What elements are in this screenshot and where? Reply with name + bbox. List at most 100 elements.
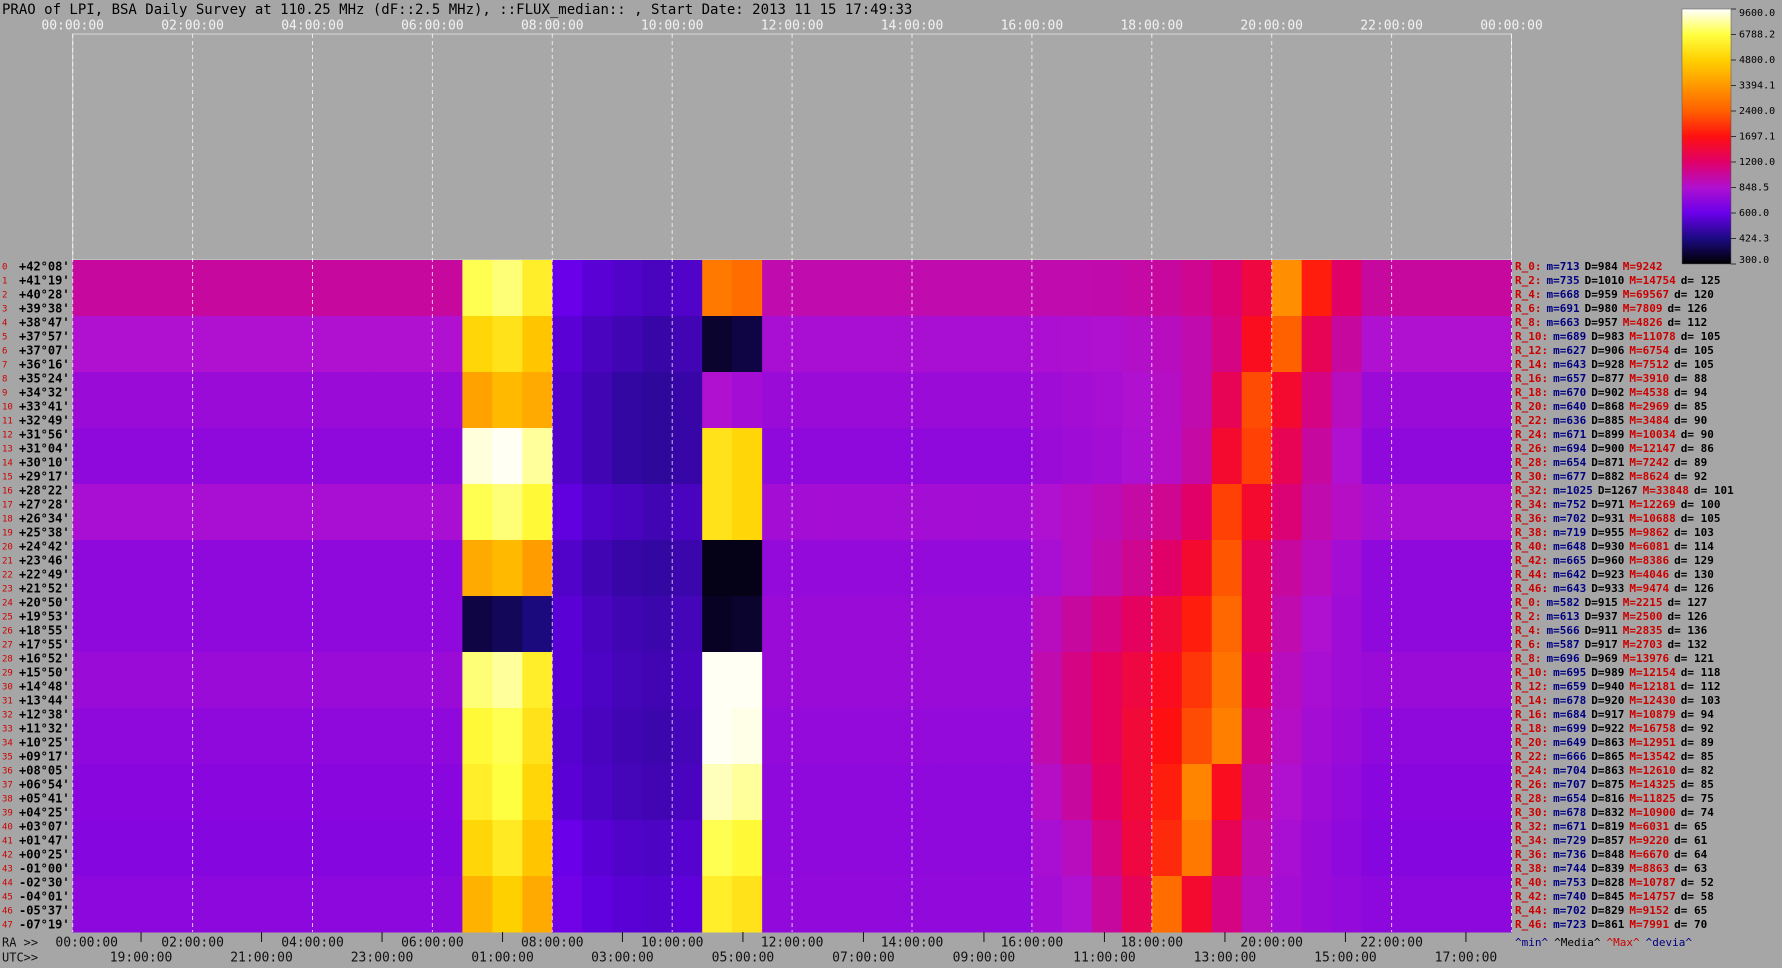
heatmap-cell xyxy=(1391,708,1423,765)
heatmap-cell xyxy=(492,316,523,373)
heatmap-cell xyxy=(252,596,284,653)
heatmap-cell xyxy=(372,708,403,765)
heatmap-cell xyxy=(72,540,104,597)
row-stats: R_12: m=627 D=906 M=6754 d= 105 xyxy=(1515,344,1714,357)
heatmap-cell xyxy=(732,540,763,597)
heatmap-cell xyxy=(402,372,433,429)
stat-3: M=7809 xyxy=(1623,302,1663,315)
heatmap-cell xyxy=(1001,484,1033,541)
heatmap-cell xyxy=(672,428,703,485)
heatmap-cell xyxy=(342,372,373,429)
heatmap-cell xyxy=(1121,876,1153,933)
declination-label: +11°32' xyxy=(19,722,70,736)
heatmap-cell xyxy=(462,260,493,317)
heatmap-cell xyxy=(1331,764,1363,821)
declination-label: +41°19' xyxy=(19,274,70,288)
stat-3: M=10787 xyxy=(1629,876,1675,889)
heatmap-cell xyxy=(192,820,224,877)
heatmap-cell xyxy=(1481,708,1512,765)
row-stats: R_10: m=689 D=983 M=11078 d= 105 xyxy=(1515,330,1720,343)
stat-1: m=668 xyxy=(1547,288,1580,301)
declination-label: -01°00' xyxy=(19,862,70,876)
heatmap-cell xyxy=(1001,372,1033,429)
row-stats: R_44: m=642 D=923 M=4046 d= 130 xyxy=(1515,568,1714,581)
heatmap-cell xyxy=(1061,316,1093,373)
stat-1: m=643 xyxy=(1553,358,1586,371)
heatmap-cell xyxy=(222,372,254,429)
heatmap-cell xyxy=(132,316,164,373)
heatmap-cell xyxy=(132,428,164,485)
heatmap-cell xyxy=(912,764,943,821)
heatmap-cell xyxy=(162,820,194,877)
heatmap-cell xyxy=(852,820,883,877)
declination-label: +21°52' xyxy=(19,582,70,596)
heatmap-cell xyxy=(732,652,763,709)
stat-3: M=12147 xyxy=(1629,442,1675,455)
stat-0: R_38: xyxy=(1515,862,1548,875)
heatmap-cell xyxy=(282,876,313,933)
heatmap-cell xyxy=(1271,428,1303,485)
heatmap-cell xyxy=(852,764,883,821)
heatmap-cell xyxy=(72,428,104,485)
heatmap-cell xyxy=(822,708,853,765)
heatmap-cell xyxy=(882,708,913,765)
heatmap-cell xyxy=(1421,820,1453,877)
heatmap-cell xyxy=(1421,484,1453,541)
heatmap-cell xyxy=(1481,316,1512,373)
stat-4: d= 100 xyxy=(1681,498,1721,511)
heatmap-cell xyxy=(432,764,463,821)
heatmap-cell xyxy=(1241,596,1273,653)
row-index: 38 xyxy=(2,795,13,805)
heatmap-cell xyxy=(1151,876,1183,933)
row-stats: R_36: m=736 D=848 M=6670 d= 64 xyxy=(1515,848,1708,861)
row-index: 27 xyxy=(2,641,13,651)
row-index: 14 xyxy=(2,459,13,469)
row-index: 33 xyxy=(2,725,13,735)
stat-2: D=900 xyxy=(1591,442,1624,455)
stat-1: m=678 xyxy=(1553,694,1586,707)
heatmap-cell xyxy=(792,428,823,485)
heatmap-cell xyxy=(1481,652,1512,709)
heatmap-cell xyxy=(72,372,104,429)
heatmap-cell xyxy=(762,708,793,765)
heatmap-cell xyxy=(102,820,134,877)
heatmap-cell xyxy=(702,820,733,877)
stat-3: M=12951 xyxy=(1629,736,1676,749)
stat-2: D=931 xyxy=(1591,512,1624,525)
stat-2: D=911 xyxy=(1585,624,1618,637)
x-tick-label: 14:00:00 xyxy=(881,19,944,34)
stats-footer: ^min^ ^Media^ ^Max^ ^devia^ xyxy=(1515,936,1692,949)
heatmap-cell xyxy=(432,260,463,317)
heatmap-cell xyxy=(282,260,313,317)
row-index: 41 xyxy=(2,837,13,847)
stat-0: R_4: xyxy=(1515,288,1542,301)
heatmap-cell xyxy=(1241,260,1273,317)
heatmap-cell xyxy=(672,652,703,709)
heatmap-cell xyxy=(882,652,913,709)
row-stats: R_8: m=663 D=957 M=4826 d= 112 xyxy=(1515,316,1707,329)
declination-label: +39°38' xyxy=(19,302,70,316)
utc-tick-label: 19:00:00 xyxy=(110,951,173,966)
stat-2: D=920 xyxy=(1591,694,1624,707)
stat-3: M=11825 xyxy=(1629,792,1675,805)
row-stats: R_16: m=657 D=877 M=3910 d= 88 xyxy=(1515,372,1707,385)
heatmap-cell xyxy=(252,316,284,373)
stat-2: D=877 xyxy=(1591,372,1624,385)
stat-3: M=12610 xyxy=(1629,764,1675,777)
row-index: 21 xyxy=(2,557,13,567)
heatmap-cell xyxy=(552,260,583,317)
heatmap-cell xyxy=(762,764,793,821)
row-index: 17 xyxy=(2,501,13,511)
heatmap-cell xyxy=(1241,484,1273,541)
heatmap-cell xyxy=(1121,708,1153,765)
heatmap-cell xyxy=(1241,708,1273,765)
heatmap-cell xyxy=(252,540,284,597)
heatmap-cell xyxy=(1451,764,1483,821)
heatmap-cell xyxy=(1031,428,1063,485)
heatmap-cell xyxy=(1241,540,1273,597)
heatmap-cell xyxy=(732,764,763,821)
stat-3: M=13976 xyxy=(1623,652,1670,665)
heatmap-cell xyxy=(582,820,613,877)
row-stats: R_28: m=654 D=871 M=7242 d= 89 xyxy=(1515,456,1707,469)
heatmap-cell xyxy=(1391,652,1423,709)
